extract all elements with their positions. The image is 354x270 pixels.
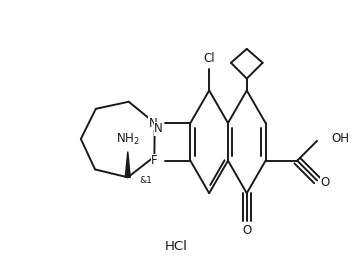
Text: HCl: HCl: [165, 240, 188, 253]
Text: O: O: [320, 176, 330, 189]
Text: N: N: [149, 117, 158, 130]
Text: NH$_2$: NH$_2$: [116, 132, 140, 147]
Text: N: N: [154, 123, 163, 136]
Text: OH: OH: [331, 132, 349, 145]
Polygon shape: [125, 151, 130, 177]
Text: &1: &1: [139, 176, 153, 185]
Text: Cl: Cl: [203, 52, 215, 65]
Text: O: O: [242, 224, 251, 237]
Text: F: F: [151, 154, 158, 167]
